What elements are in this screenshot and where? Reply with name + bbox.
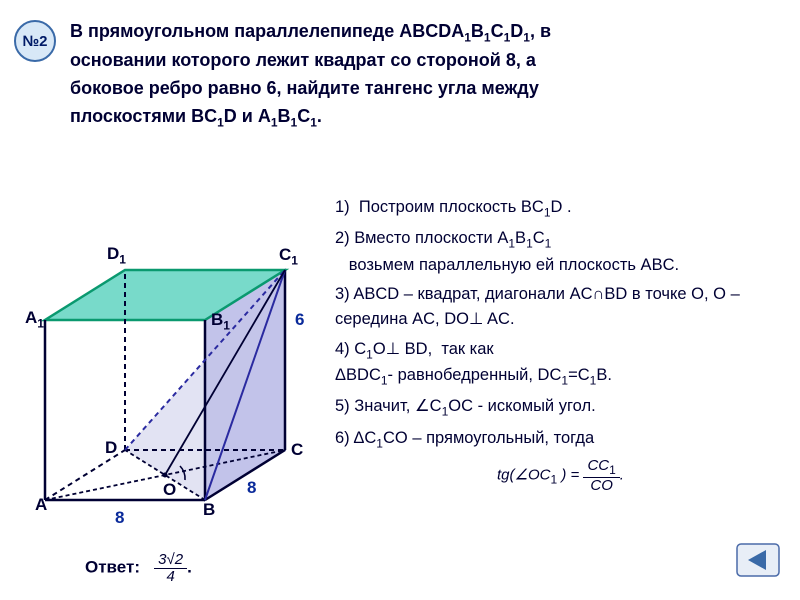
dim-6: 6 [295,310,304,330]
dim-8a: 8 [115,508,124,528]
vertex-A: A [35,495,47,515]
step-6: 6) ΔC1CO – прямоугольный, тогда [335,426,786,452]
vertex-C: C [291,440,303,460]
dim-8b: 8 [247,478,256,498]
prev-button[interactable] [736,543,780,582]
answer-block: Ответ: 3√24. [85,552,192,585]
vertex-B1: B1 [211,310,230,332]
solution-steps: 1) Построим плоскость BC1D . 2) Вместо п… [335,195,786,493]
geometry-diagram: A B C D A1 B1 C1 D1 O 8 8 6 [15,190,325,530]
vertex-B: B [203,500,215,520]
problem-number-badge: №2 [14,20,56,62]
step-3: 3) ABCD – квадрат, диагонали AC∩BD в точ… [335,282,786,332]
step-4: 4) C1O⊥ BD, так как ΔBDC1- равнобедренны… [335,337,786,390]
vertex-D1: D1 [107,244,126,266]
problem-statement: В прямоугольном параллелепипеде ABCDA1B1… [70,18,780,132]
vertex-D: D [105,438,117,458]
vertex-C1: C1 [279,245,298,267]
step-5: 5) Значит, ∠C1OC - искомый угол. [335,394,786,420]
vertex-A1: A1 [25,308,44,330]
step-2: 2) Вместо плоскости A1B1C1 возьмем парал… [335,226,786,277]
tangent-formula: tg(∠OC1 ) = CC1CO. [335,458,786,493]
point-O: O [163,480,176,500]
step-1: 1) Построим плоскость BC1D . [335,195,786,221]
